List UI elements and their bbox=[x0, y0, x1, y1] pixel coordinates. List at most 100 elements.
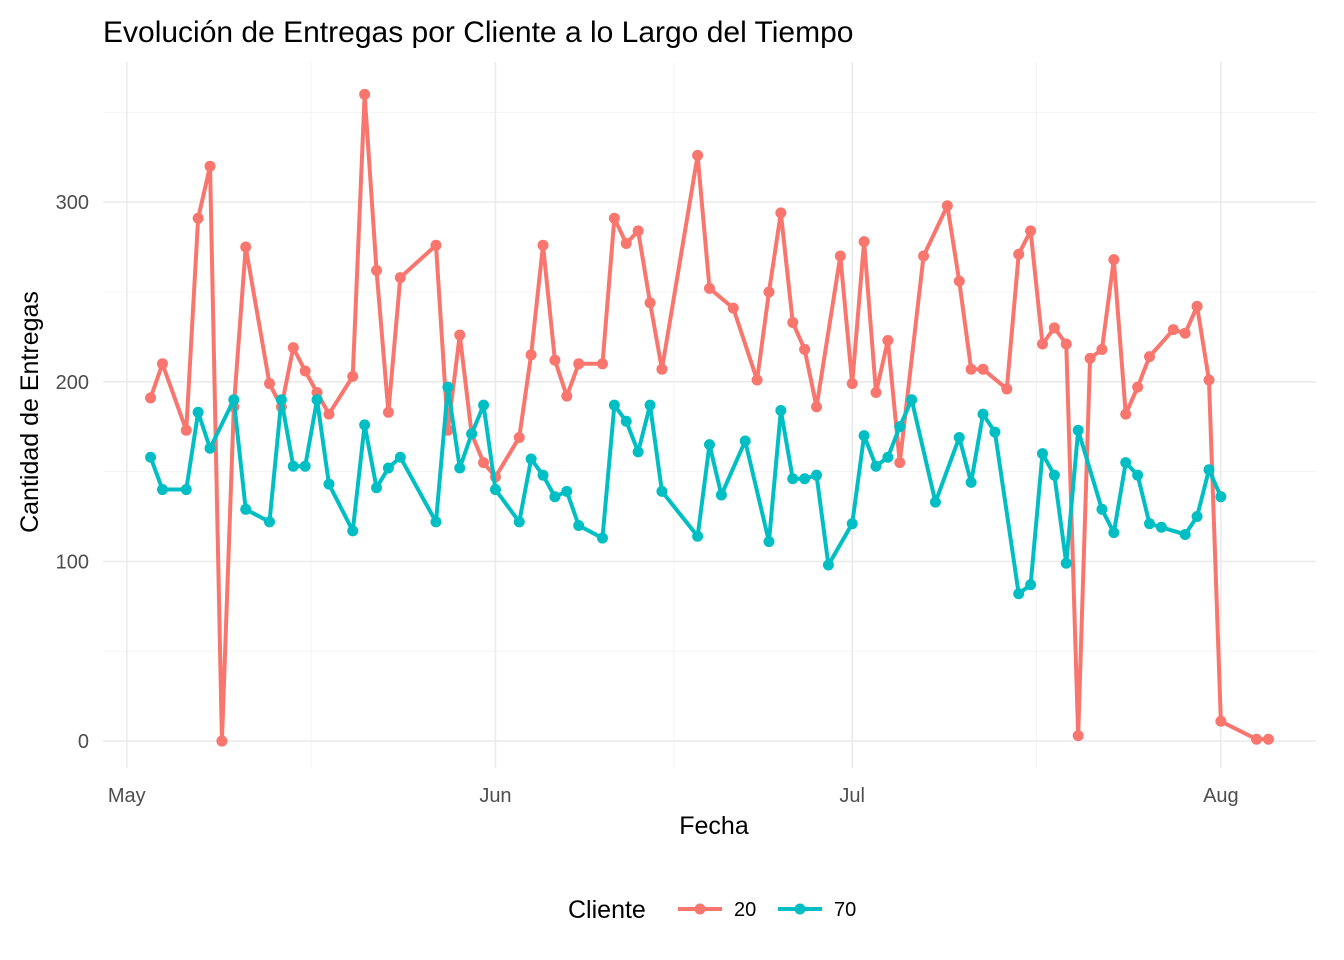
data-point bbox=[1215, 491, 1227, 503]
data-point bbox=[145, 392, 157, 404]
data-point bbox=[822, 559, 834, 571]
x-tick-label: Jul bbox=[839, 785, 865, 807]
data-point bbox=[763, 536, 775, 548]
x-tick-label: Aug bbox=[1203, 785, 1239, 807]
data-point bbox=[347, 525, 359, 537]
data-point bbox=[454, 462, 466, 474]
data-point bbox=[240, 241, 252, 253]
data-point bbox=[1179, 327, 1191, 339]
data-point bbox=[1048, 322, 1060, 334]
data-point bbox=[442, 381, 454, 393]
data-point bbox=[275, 394, 287, 406]
data-point bbox=[478, 399, 490, 411]
data-point bbox=[371, 482, 383, 494]
legend-key-point bbox=[694, 903, 706, 915]
data-point bbox=[1001, 383, 1013, 395]
data-point bbox=[1025, 579, 1037, 591]
data-point bbox=[656, 485, 668, 497]
data-point bbox=[549, 354, 561, 366]
data-point bbox=[263, 516, 275, 528]
data-point bbox=[156, 358, 168, 370]
data-point bbox=[347, 370, 359, 382]
data-point bbox=[394, 272, 406, 284]
data-point bbox=[953, 431, 965, 443]
legend-label: 20 bbox=[734, 899, 756, 921]
data-point bbox=[906, 394, 918, 406]
data-point bbox=[1215, 715, 1227, 727]
data-point bbox=[941, 200, 953, 212]
data-point bbox=[1013, 588, 1025, 600]
x-axis-title: Fecha bbox=[679, 812, 749, 840]
data-point bbox=[359, 419, 371, 431]
data-point bbox=[1262, 733, 1274, 745]
data-point bbox=[513, 431, 525, 443]
legend-item-70: 70 bbox=[778, 899, 856, 921]
y-tick-label: 0 bbox=[78, 731, 89, 753]
data-point bbox=[1251, 733, 1263, 745]
data-point bbox=[1096, 503, 1108, 515]
data-point bbox=[228, 394, 240, 406]
data-point bbox=[965, 363, 977, 375]
data-point bbox=[894, 421, 906, 433]
data-point bbox=[1036, 448, 1048, 460]
y-axis: 0 100 200 300 bbox=[56, 192, 89, 753]
data-point bbox=[894, 457, 906, 469]
data-point bbox=[1072, 730, 1084, 742]
data-point bbox=[811, 401, 823, 413]
data-point bbox=[644, 297, 656, 309]
series-layer bbox=[145, 88, 1274, 747]
data-point bbox=[382, 462, 394, 474]
data-point bbox=[156, 484, 168, 496]
data-point bbox=[632, 446, 644, 458]
data-point bbox=[180, 484, 192, 496]
data-point bbox=[1132, 381, 1144, 393]
data-point bbox=[371, 264, 383, 276]
data-point bbox=[1191, 300, 1203, 312]
data-point bbox=[704, 439, 715, 451]
data-point bbox=[287, 460, 299, 472]
data-point bbox=[204, 442, 216, 454]
data-point bbox=[608, 212, 620, 224]
data-point bbox=[918, 250, 930, 262]
data-point bbox=[787, 316, 799, 328]
data-point bbox=[715, 489, 727, 501]
data-point bbox=[323, 478, 335, 490]
data-point bbox=[704, 282, 715, 294]
data-point bbox=[299, 365, 311, 377]
data-point bbox=[1203, 374, 1215, 386]
data-point bbox=[692, 530, 704, 542]
data-point bbox=[1084, 352, 1096, 364]
data-point bbox=[430, 239, 442, 251]
data-point bbox=[870, 387, 882, 399]
data-point bbox=[763, 286, 775, 298]
legend-item-20: 20 bbox=[678, 899, 756, 921]
data-point bbox=[1120, 408, 1132, 420]
data-point bbox=[846, 378, 858, 390]
data-point bbox=[882, 334, 894, 346]
data-point bbox=[751, 374, 763, 386]
data-point bbox=[1167, 324, 1179, 336]
data-point bbox=[299, 460, 311, 472]
data-point bbox=[846, 518, 858, 530]
data-point bbox=[1060, 338, 1072, 350]
data-point bbox=[858, 236, 870, 248]
data-point bbox=[287, 342, 299, 354]
y-tick-label: 100 bbox=[56, 551, 89, 573]
data-point bbox=[561, 390, 573, 402]
data-point bbox=[1179, 528, 1191, 540]
data-point bbox=[644, 399, 656, 411]
y-tick-label: 300 bbox=[56, 192, 89, 214]
data-point bbox=[311, 394, 323, 406]
data-point bbox=[537, 239, 549, 251]
data-point bbox=[1013, 248, 1025, 260]
data-point bbox=[573, 358, 585, 370]
data-point bbox=[478, 457, 490, 469]
data-point bbox=[204, 160, 216, 172]
data-point bbox=[1155, 521, 1167, 533]
data-point bbox=[1072, 424, 1084, 436]
data-point bbox=[359, 88, 371, 100]
data-point bbox=[608, 399, 620, 411]
data-point bbox=[965, 476, 977, 488]
